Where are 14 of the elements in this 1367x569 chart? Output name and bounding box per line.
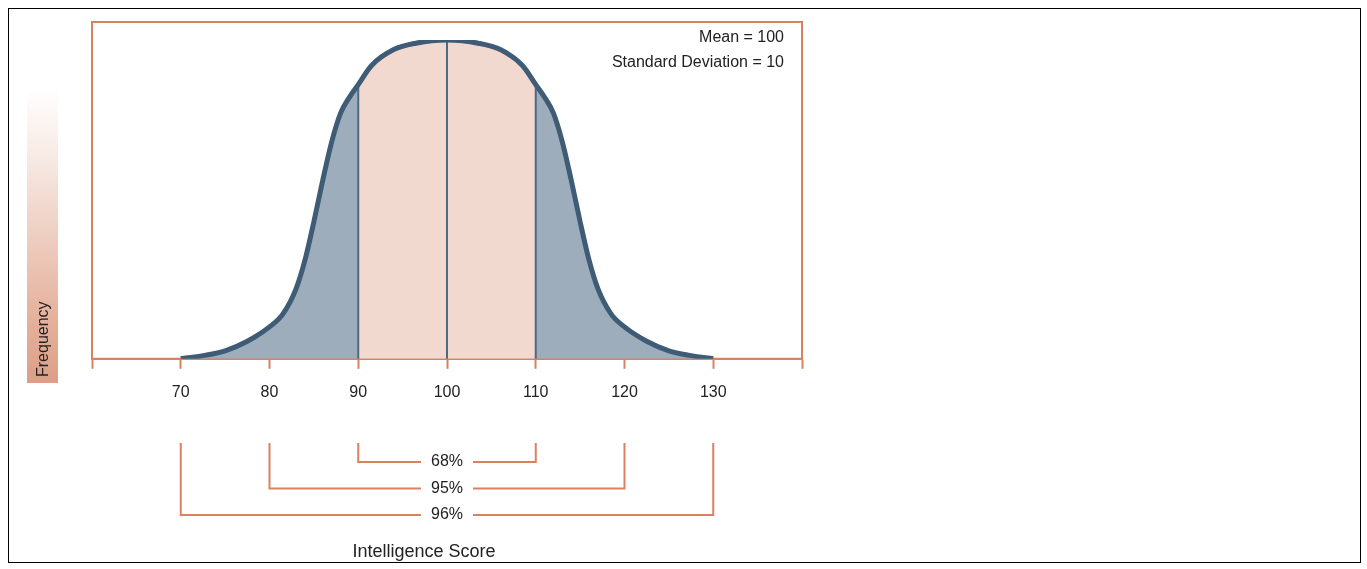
annotation: Standard Deviation = 10: [611, 53, 785, 71]
x-tick-label: 120: [611, 382, 638, 400]
text: 68%: [430, 452, 464, 470]
text: Intelligence Score: [351, 541, 497, 562]
x-tick-label: 70: [171, 382, 190, 400]
x-tick-label: 110: [522, 382, 549, 400]
text: 95%: [430, 478, 464, 497]
text: 96%: [430, 505, 464, 523]
x-tick-label: 80: [260, 382, 279, 400]
x-tick-label: 130: [699, 382, 727, 400]
x-tick-label: 100: [433, 382, 461, 400]
x-tick-label: 90: [349, 382, 368, 400]
annotation: Mean = 100: [699, 28, 785, 46]
y-axis-title: Frequency: [33, 300, 52, 379]
